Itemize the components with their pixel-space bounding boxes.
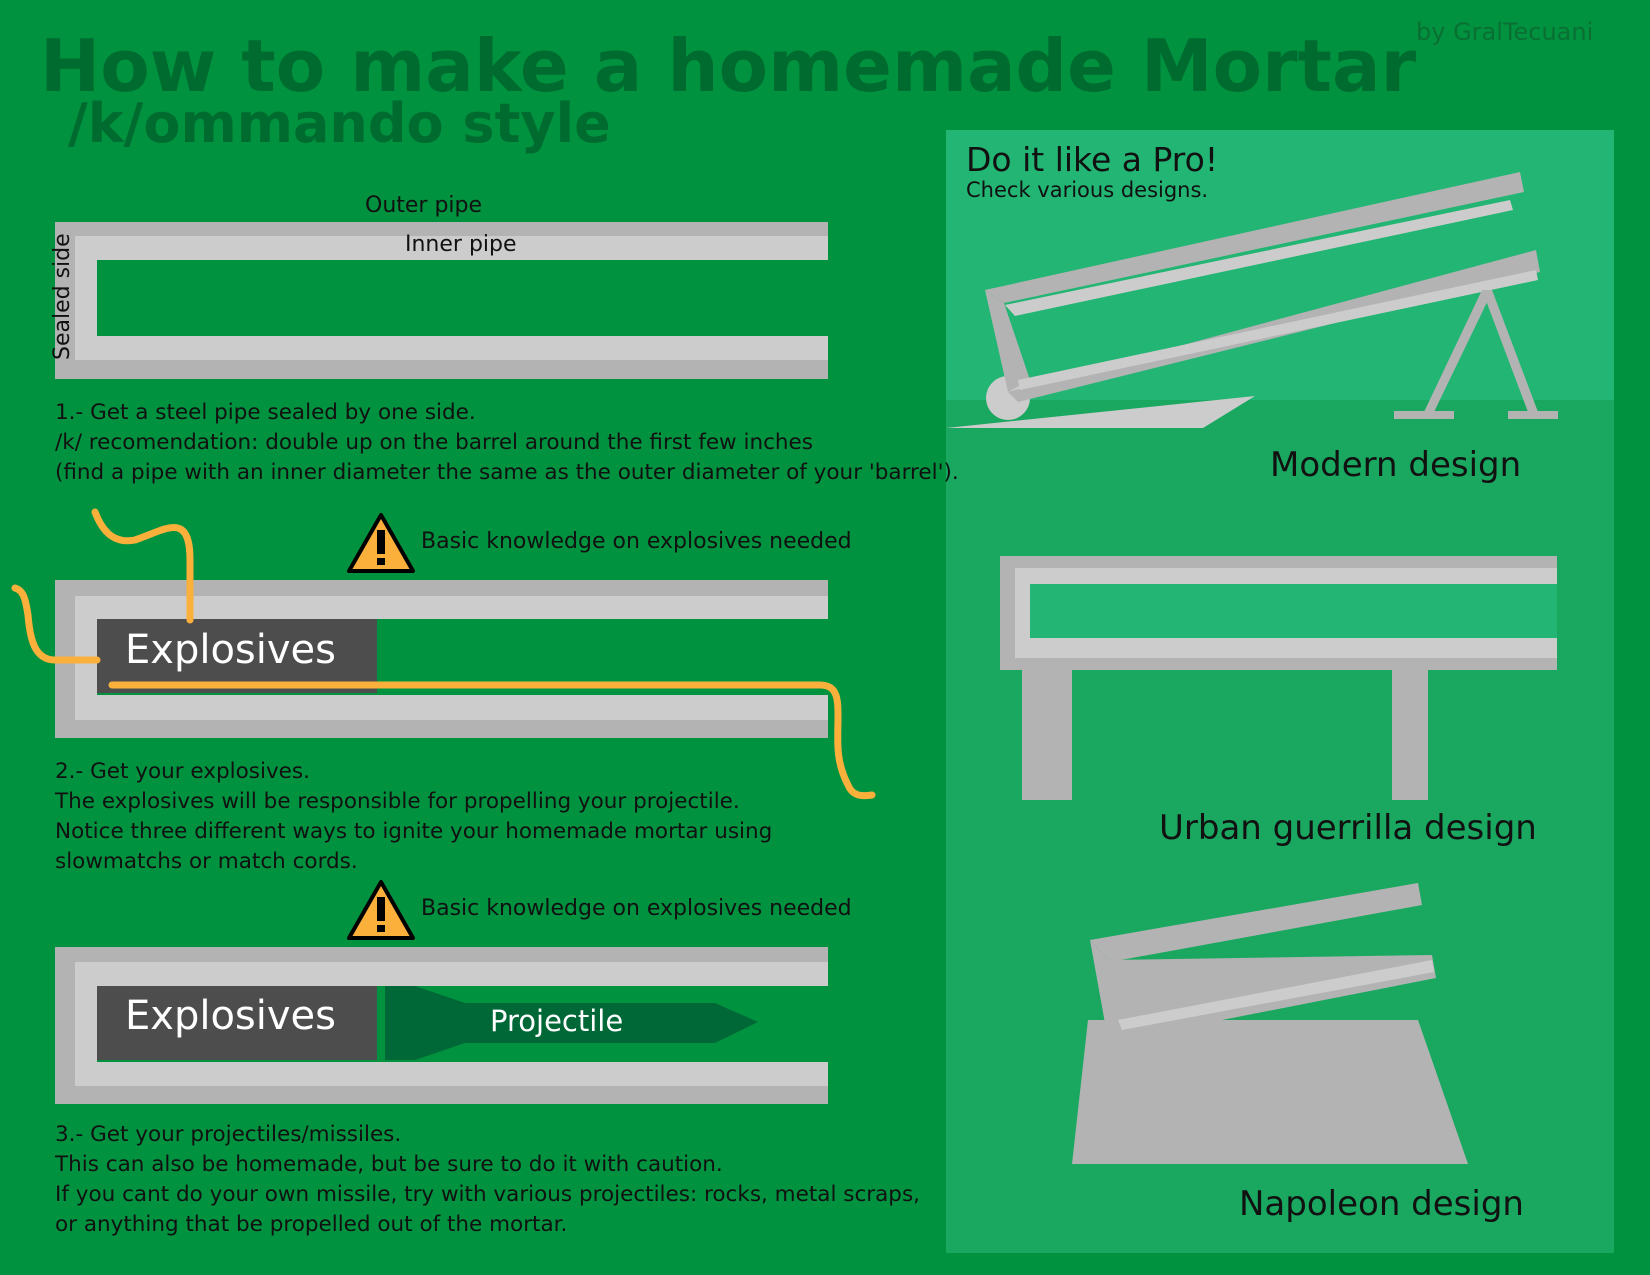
- warning-icon: [347, 513, 415, 573]
- pipe-diagram-1: [55, 222, 828, 379]
- fuse-top: [91, 508, 194, 624]
- urban-guerrilla-design-illustration: [1000, 556, 1557, 800]
- step-line: If you cant do your own missile, try wit…: [55, 1182, 920, 1207]
- panel-subtitle: Check various designs.: [966, 178, 1209, 202]
- step-1-instructions: 1.- Get a steel pipe sealed by one side.…: [55, 398, 959, 488]
- step-line: or anything that be propelled out of the…: [55, 1212, 568, 1237]
- step-line: 1.- Get a steel pipe sealed by one side.: [55, 400, 476, 425]
- modern-design-illustration: [946, 172, 1558, 428]
- step-line: This can also be homemade, but be sure t…: [55, 1152, 723, 1177]
- explosives-label: Explosives: [125, 627, 336, 673]
- urban-guerrilla-design-label: Urban guerrilla design: [1159, 808, 1537, 848]
- page-title: How to make a homemade Mortar: [40, 24, 1417, 108]
- step-2-instructions: 2.- Get your explosives. The explosives …: [55, 757, 772, 877]
- napoleon-design-label: Napoleon design: [1239, 1184, 1524, 1224]
- step-line: Notice three different ways to ignite yo…: [55, 819, 773, 844]
- step-line: 2.- Get your explosives.: [55, 759, 310, 784]
- sealed-side-label: Sealed side: [50, 233, 75, 360]
- projectile-label: Projectile: [490, 1004, 624, 1038]
- explosives-label: Explosives: [125, 993, 336, 1039]
- fuse-through: [108, 681, 876, 800]
- author-credit: by GralTecuani: [1416, 18, 1594, 46]
- fuse-cords: [11, 508, 876, 800]
- outer-pipe-label: Outer pipe: [365, 193, 483, 218]
- step-line: slowmatchs or match cords.: [55, 849, 358, 874]
- step-3-instructions: 3.- Get your projectiles/missiles. This …: [55, 1120, 920, 1240]
- step-line: 3.- Get your projectiles/missiles.: [55, 1122, 402, 1147]
- fuse-side: [11, 584, 101, 664]
- explosive-charge-3: [97, 986, 377, 1060]
- inner-pipe-label: Inner pipe: [405, 232, 517, 257]
- projectile-shape: [385, 986, 758, 1060]
- napoleon-design-illustration: [1072, 883, 1468, 1164]
- warning-text: Basic knowledge on explosives needed: [421, 896, 852, 921]
- pipe-diagram-3: [55, 947, 828, 1104]
- warning-text: Basic knowledge on explosives needed: [421, 529, 852, 554]
- pipe-diagram-2: [55, 580, 828, 738]
- modern-design-label: Modern design: [1270, 445, 1522, 485]
- page-subtitle: /k/ommando style: [68, 92, 611, 155]
- step-line: /k/ recomendation: double up on the barr…: [55, 430, 813, 455]
- step-line: The explosives will be responsible for p…: [55, 789, 740, 814]
- warning-icon: [347, 880, 415, 940]
- step-line: (find a pipe with an inner diameter the …: [55, 460, 959, 485]
- panel-title: Do it like a Pro!: [966, 140, 1219, 179]
- explosive-charge-2: [97, 619, 377, 693]
